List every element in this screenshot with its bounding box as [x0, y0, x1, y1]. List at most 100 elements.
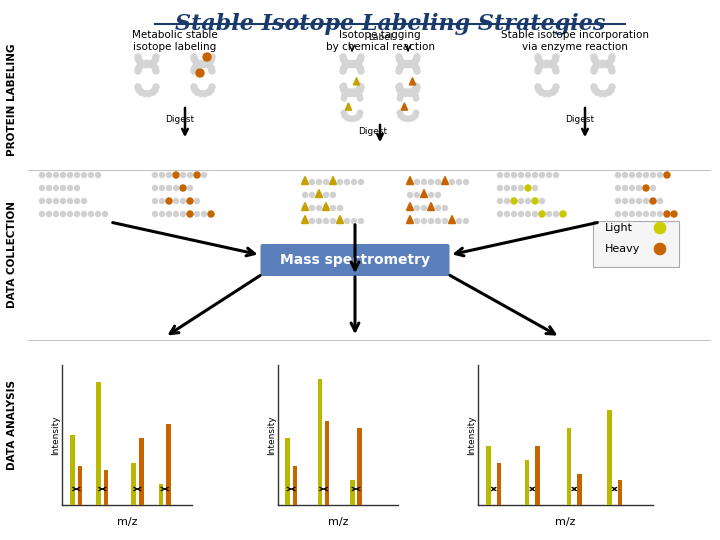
Circle shape	[46, 185, 52, 191]
Circle shape	[46, 211, 52, 217]
Circle shape	[195, 60, 202, 67]
Circle shape	[421, 218, 427, 224]
Circle shape	[191, 68, 197, 75]
Circle shape	[598, 60, 605, 67]
Circle shape	[397, 83, 403, 89]
Circle shape	[643, 198, 649, 204]
Circle shape	[95, 211, 101, 217]
Bar	[357, 428, 362, 505]
Circle shape	[180, 185, 186, 191]
Circle shape	[340, 56, 347, 63]
Circle shape	[413, 110, 419, 116]
Circle shape	[532, 185, 538, 191]
Circle shape	[428, 205, 434, 211]
Circle shape	[356, 86, 364, 93]
Circle shape	[39, 211, 45, 217]
Circle shape	[198, 60, 205, 67]
Circle shape	[102, 211, 108, 217]
Circle shape	[343, 89, 350, 96]
Circle shape	[152, 65, 159, 72]
Bar	[158, 484, 163, 505]
Circle shape	[525, 198, 531, 204]
Circle shape	[413, 53, 420, 60]
Circle shape	[407, 205, 413, 211]
Circle shape	[534, 68, 541, 75]
Circle shape	[414, 192, 420, 198]
Circle shape	[657, 211, 663, 217]
Circle shape	[201, 172, 207, 178]
Circle shape	[74, 172, 80, 178]
Circle shape	[207, 86, 215, 93]
Circle shape	[194, 172, 200, 178]
Circle shape	[356, 58, 362, 65]
Circle shape	[400, 60, 407, 67]
Circle shape	[159, 172, 165, 178]
Bar	[96, 382, 101, 505]
Circle shape	[39, 185, 45, 191]
Circle shape	[636, 185, 642, 191]
Circle shape	[201, 211, 207, 217]
Circle shape	[497, 185, 503, 191]
Bar	[131, 463, 136, 505]
Circle shape	[546, 172, 552, 178]
Circle shape	[191, 65, 198, 72]
Bar	[292, 466, 297, 505]
Circle shape	[341, 63, 348, 70]
Circle shape	[553, 211, 559, 217]
Circle shape	[504, 185, 510, 191]
Circle shape	[341, 93, 348, 99]
Polygon shape	[336, 215, 343, 224]
Circle shape	[153, 68, 160, 75]
Circle shape	[552, 53, 559, 60]
Circle shape	[545, 61, 552, 68]
Circle shape	[180, 198, 186, 204]
Circle shape	[518, 211, 524, 217]
Circle shape	[330, 192, 336, 198]
Circle shape	[159, 211, 165, 217]
Circle shape	[204, 61, 211, 68]
Circle shape	[534, 53, 541, 60]
Circle shape	[201, 60, 208, 67]
Circle shape	[414, 205, 420, 211]
Circle shape	[604, 61, 611, 68]
Polygon shape	[302, 202, 308, 211]
Circle shape	[536, 63, 544, 70]
Circle shape	[309, 218, 315, 224]
Circle shape	[421, 192, 427, 198]
Circle shape	[207, 58, 213, 65]
Circle shape	[593, 63, 600, 70]
Circle shape	[341, 85, 348, 91]
Circle shape	[316, 205, 322, 211]
Circle shape	[608, 84, 616, 91]
Circle shape	[159, 198, 165, 204]
Circle shape	[323, 179, 329, 185]
Circle shape	[166, 185, 172, 191]
Circle shape	[193, 63, 199, 70]
Circle shape	[150, 63, 158, 70]
Bar	[166, 424, 171, 505]
Circle shape	[449, 218, 455, 224]
Circle shape	[409, 89, 415, 96]
Circle shape	[536, 86, 542, 93]
Circle shape	[664, 172, 670, 178]
Circle shape	[407, 179, 413, 185]
Circle shape	[542, 61, 549, 68]
Circle shape	[643, 172, 649, 178]
Circle shape	[139, 61, 146, 68]
Circle shape	[209, 68, 215, 75]
Circle shape	[166, 172, 172, 178]
Circle shape	[208, 65, 215, 72]
Circle shape	[356, 85, 363, 91]
Circle shape	[343, 114, 350, 121]
Circle shape	[539, 172, 545, 178]
Text: PROTEIN LABELING: PROTEIN LABELING	[7, 44, 17, 156]
Circle shape	[341, 86, 347, 93]
Circle shape	[81, 198, 87, 204]
Circle shape	[39, 198, 45, 204]
Circle shape	[302, 192, 308, 198]
Circle shape	[629, 198, 635, 204]
Circle shape	[552, 86, 559, 93]
Polygon shape	[315, 190, 323, 198]
Circle shape	[411, 63, 418, 70]
Circle shape	[309, 205, 315, 211]
